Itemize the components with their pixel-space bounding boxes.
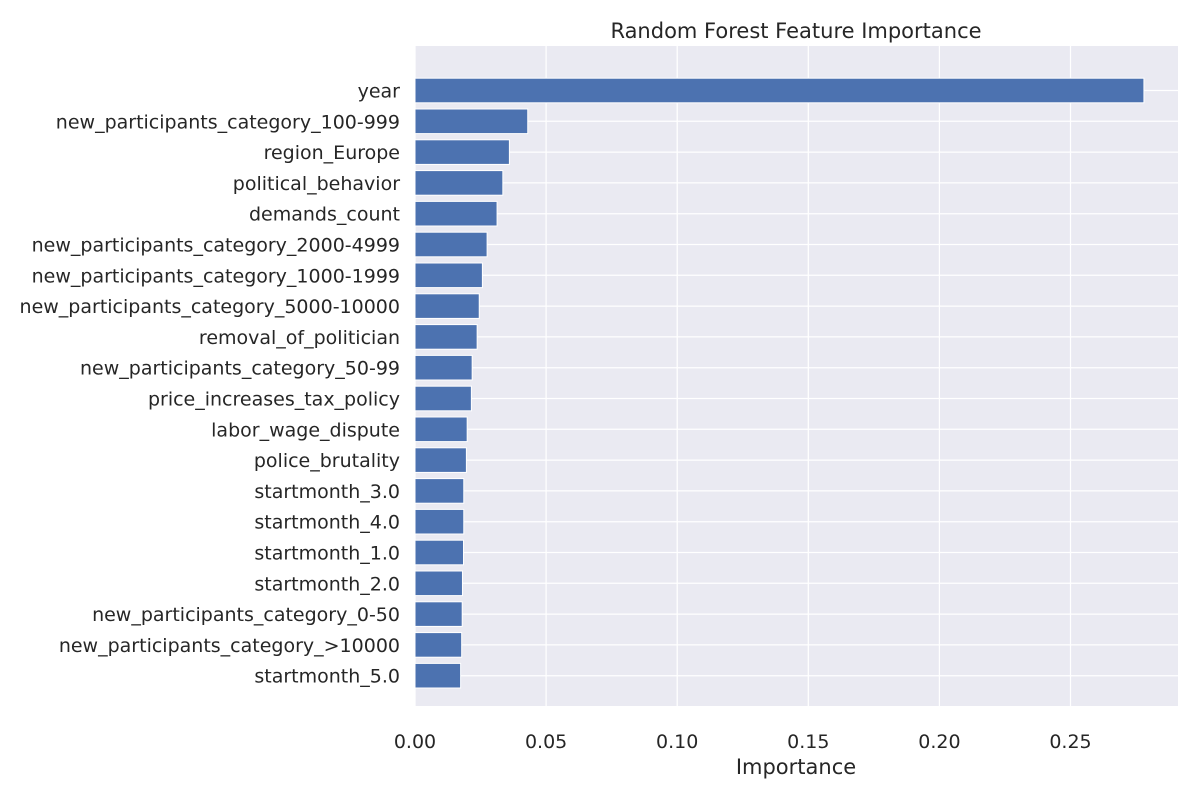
bar: [414, 200, 498, 227]
bars: [414, 77, 1145, 689]
bar: [414, 632, 463, 658]
x-tick-label: 0.15: [787, 731, 829, 753]
x-axis-label: Importance: [736, 755, 856, 779]
y-tick-label: new_participants_category_5000-10000: [20, 296, 400, 318]
y-tick-label: removal_of_politician: [199, 327, 400, 349]
y-tick-label: region_Europe: [264, 142, 400, 164]
bar: [414, 478, 465, 504]
x-tick-labels: 0.00 0.05 0.10 0.15 0.20 0.25: [394, 731, 1092, 753]
y-tick-label: new_participants_category_0-50: [92, 604, 400, 626]
y-tick-label: police_brutality: [254, 450, 400, 472]
y-tick-labels: year new_participants_category_100-999reg…: [20, 81, 401, 688]
y-tick-label: new_participants_category_2000-4999: [32, 235, 400, 257]
y-tick-label: demands_count: [249, 204, 400, 226]
bar: [414, 447, 467, 473]
bar: [414, 231, 488, 258]
y-tick-label: new_participants_category_50-99: [80, 358, 400, 380]
x-tick-label: 0.10: [656, 731, 698, 753]
bar: [414, 662, 462, 689]
y-tick-label: new_participants_category_1000-1999: [32, 265, 400, 287]
y-tick-label: startmonth_1.0: [254, 543, 400, 565]
bar: [414, 170, 504, 196]
bar: [414, 262, 483, 289]
bar: [414, 324, 478, 350]
y-tick-label: political_behavior: [233, 173, 400, 195]
y-tick-label: labor_wage_dispute: [211, 419, 400, 441]
bar: [414, 77, 1145, 104]
y-tick-label: startmonth_3.0: [254, 481, 400, 503]
y-tick-label: price_increases_tax_policy: [148, 389, 400, 411]
y-tick-label: startmonth_4.0: [254, 512, 400, 534]
bar: [414, 416, 468, 443]
y-tick-label: startmonth_5.0: [254, 666, 400, 688]
bar: [414, 108, 529, 135]
y-tick-label: new_participants_category_>10000: [59, 635, 400, 657]
bar: [414, 354, 473, 381]
plot-area: [415, 46, 1178, 706]
gridlines: [414, 46, 1178, 706]
chart-title: Random Forest Feature Importance: [610, 19, 981, 43]
bar: [414, 293, 480, 319]
x-tick-label: 0.05: [525, 731, 567, 753]
bar: [414, 139, 510, 165]
bar: [414, 385, 472, 412]
y-tick-label: new_participants_category_100-999: [56, 111, 400, 133]
bar: [414, 570, 463, 597]
y-tick-label: startmonth_2.0: [254, 573, 400, 595]
x-tick-label: 0.00: [394, 731, 436, 753]
bar: [414, 601, 463, 627]
x-tick-label: 0.25: [1049, 731, 1091, 753]
bar: [414, 539, 465, 566]
bar: [414, 508, 465, 535]
x-tick-label: 0.20: [918, 731, 960, 753]
y-tick-label: year: [358, 81, 401, 103]
